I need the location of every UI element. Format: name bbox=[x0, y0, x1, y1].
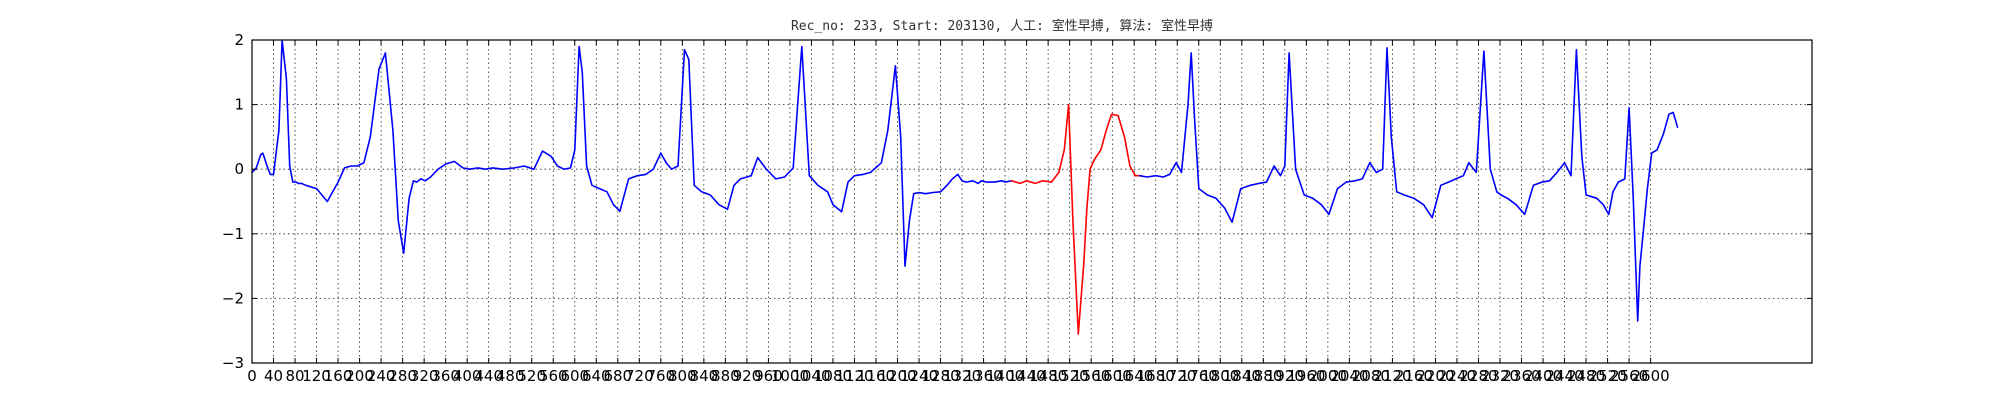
x-tick-label: 1560 bbox=[1072, 367, 1110, 385]
x-tick-label: 1240 bbox=[900, 367, 938, 385]
x-tick-label: 1400 bbox=[986, 367, 1024, 385]
x-tick-label: 2120 bbox=[1373, 367, 1411, 385]
x-tick-label: 2360 bbox=[1502, 367, 1540, 385]
x-tick-label: 2440 bbox=[1545, 367, 1583, 385]
x-tick-label: 1720 bbox=[1158, 367, 1196, 385]
y-tick-label: 2 bbox=[234, 31, 244, 49]
x-tick-label: 2160 bbox=[1395, 367, 1433, 385]
ecg-series-line-2 bbox=[1010, 103, 1141, 335]
x-tick-label: 2320 bbox=[1481, 367, 1519, 385]
x-tick-label: 280 bbox=[388, 367, 417, 385]
x-tick-label: 0 bbox=[247, 367, 257, 385]
x-tick-label: 1520 bbox=[1051, 367, 1089, 385]
tick-labels-layer: 0 40 8012016020024028032036040044048052056… bbox=[222, 31, 1670, 385]
x-tick-label: 320 bbox=[410, 367, 439, 385]
x-tick-label: 760 bbox=[647, 367, 676, 385]
x-tick-label: 40 bbox=[264, 367, 283, 385]
x-tick-label: 1840 bbox=[1223, 367, 1261, 385]
x-tick-label: 80 bbox=[285, 367, 304, 385]
y-tick-label: −1 bbox=[222, 225, 244, 243]
x-tick-label: 1000 bbox=[771, 367, 809, 385]
x-tick-label: 800 bbox=[668, 367, 697, 385]
x-tick-label: 400 bbox=[453, 367, 482, 385]
x-tick-label: 960 bbox=[754, 367, 783, 385]
x-tick-label: 440 bbox=[474, 367, 503, 385]
x-tick-label: 840 bbox=[690, 367, 719, 385]
x-tick-label: 1920 bbox=[1266, 367, 1304, 385]
x-tick-label: 120 bbox=[302, 367, 331, 385]
x-tick-label: 2400 bbox=[1524, 367, 1562, 385]
ecg-series-line-3 bbox=[1138, 46, 1679, 322]
x-tick-label: 560 bbox=[539, 367, 568, 385]
x-tick-label: 360 bbox=[431, 367, 460, 385]
x-tick-label: 1480 bbox=[1029, 367, 1067, 385]
y-tick-label: 1 bbox=[234, 96, 244, 114]
x-tick-label: 680 bbox=[603, 367, 632, 385]
ecg-series-line-1 bbox=[251, 39, 1013, 267]
x-tick-label: 2520 bbox=[1588, 367, 1626, 385]
grid-layer bbox=[252, 40, 1812, 363]
x-tick-label: 880 bbox=[711, 367, 740, 385]
x-tick-label: 200 bbox=[345, 367, 374, 385]
x-tick-label: 2600 bbox=[1632, 367, 1670, 385]
x-tick-label: 2480 bbox=[1567, 367, 1605, 385]
series-layer bbox=[251, 39, 1679, 335]
x-tick-label: 1200 bbox=[878, 367, 916, 385]
x-tick-label: 1800 bbox=[1201, 367, 1239, 385]
x-tick-label: 2040 bbox=[1330, 367, 1368, 385]
y-tick-label: −3 bbox=[222, 354, 244, 372]
x-tick-label: 1120 bbox=[835, 367, 873, 385]
y-tick-label: −2 bbox=[222, 289, 244, 307]
x-tick-label: 480 bbox=[496, 367, 525, 385]
x-tick-label: 920 bbox=[733, 367, 762, 385]
x-tick-label: 1600 bbox=[1094, 367, 1132, 385]
x-tick-label: 2200 bbox=[1416, 367, 1454, 385]
x-tick-label: 2240 bbox=[1438, 367, 1476, 385]
x-tick-label: 1160 bbox=[857, 367, 895, 385]
x-tick-label: 1440 bbox=[1008, 367, 1046, 385]
x-tick-label: 1040 bbox=[792, 367, 830, 385]
x-tick-label: 520 bbox=[517, 367, 546, 385]
x-tick-label: 2560 bbox=[1610, 367, 1648, 385]
x-tick-label: 160 bbox=[324, 367, 353, 385]
x-tick-label: 1960 bbox=[1287, 367, 1325, 385]
x-tick-label: 1280 bbox=[921, 367, 959, 385]
x-tick-label: 1760 bbox=[1180, 367, 1218, 385]
chart-title: Rec_no: 233, Start: 203130, 人工: 室性早搏, 算法… bbox=[791, 18, 1213, 34]
x-tick-label: 600 bbox=[560, 367, 589, 385]
x-tick-label: 1080 bbox=[814, 367, 852, 385]
x-tick-label: 720 bbox=[625, 367, 654, 385]
x-tick-label: 1680 bbox=[1137, 367, 1175, 385]
x-tick-label: 1640 bbox=[1115, 367, 1153, 385]
axes-frame bbox=[251, 39, 1813, 364]
y-tick-label: 0 bbox=[234, 160, 244, 178]
x-tick-label: 1360 bbox=[964, 367, 1002, 385]
x-tick-label: 1880 bbox=[1244, 367, 1282, 385]
x-tick-label: 1320 bbox=[943, 367, 981, 385]
x-tick-label: 2280 bbox=[1459, 367, 1497, 385]
x-tick-label: 640 bbox=[582, 367, 611, 385]
x-tick-label: 2000 bbox=[1309, 367, 1347, 385]
ticks-layer bbox=[251, 39, 1812, 364]
x-tick-label: 2080 bbox=[1352, 367, 1390, 385]
x-tick-label: 240 bbox=[367, 367, 396, 385]
